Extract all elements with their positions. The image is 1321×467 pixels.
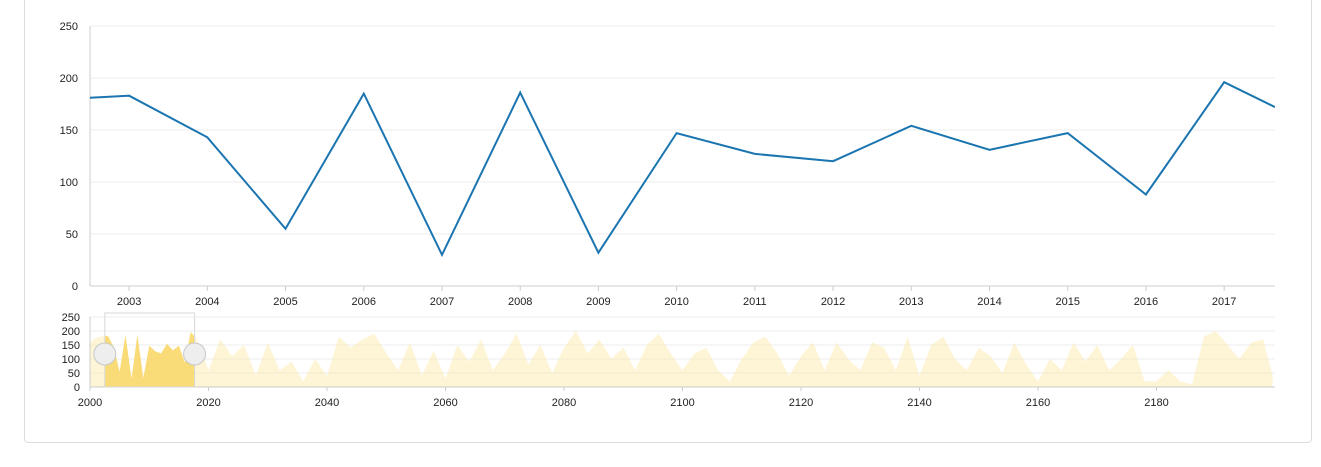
brush-selection[interactable] <box>104 312 196 388</box>
context-x-tick-label: 2040 <box>315 397 339 409</box>
x-tick-label: 2009 <box>586 296 610 308</box>
context-x-tick-label: 2060 <box>433 397 457 409</box>
context-x-tick-label: 2160 <box>1026 397 1050 409</box>
context-area-selected <box>104 332 195 387</box>
context-x-tick-label: 2140 <box>907 397 931 409</box>
brush-handle-right[interactable] <box>183 342 207 366</box>
context-y-tick-label: 0 <box>74 382 80 394</box>
x-tick-label: 2010 <box>664 296 688 308</box>
x-tick-label: 2005 <box>273 296 297 308</box>
y-tick-label: 200 <box>60 73 78 85</box>
chart-card: 0 50 100 150 200 250 2003 2004 2005 2006 2007 2008 2… <box>24 0 1312 443</box>
y-tick-label: 150 <box>60 125 78 137</box>
series-line <box>90 80 1275 258</box>
context-x-tick-label: 2020 <box>196 397 220 409</box>
x-tick-label: 2012 <box>821 296 845 308</box>
main-chart: 0 50 100 150 200 250 2003 2004 2005 2006 2007 2008 2… <box>60 21 1275 308</box>
y-tick-label: 50 <box>66 229 78 241</box>
context-x-tick-label: 2080 <box>552 397 576 409</box>
x-tick-label: 2011 <box>743 296 767 308</box>
x-tick-label: 2015 <box>1055 296 1079 308</box>
context-y-tick-label: 150 <box>62 340 80 352</box>
y-tick-label: 100 <box>60 177 78 189</box>
x-tick-label: 2017 <box>1212 296 1236 308</box>
context-chart: 0 50 100 150 200 250 2000 2020 2040 2060 2080 2100 2… <box>62 312 1275 409</box>
brush-handle-left[interactable] <box>93 342 117 366</box>
context-y-tick-label: 200 <box>62 326 80 338</box>
context-x-tick-label: 2100 <box>670 397 694 409</box>
context-y-tick-label: 100 <box>62 354 80 366</box>
context-x-tick-label: 2120 <box>789 397 813 409</box>
x-tick-label: 2014 <box>977 296 1001 308</box>
x-tick-label: 2003 <box>117 296 141 308</box>
context-y-tick-label: 250 <box>62 312 80 324</box>
context-y-tick-label: 50 <box>68 368 80 380</box>
x-tick-label: 2013 <box>899 296 923 308</box>
x-tick-label: 2004 <box>195 296 219 308</box>
context-x-tick-label: 2000 <box>78 397 102 409</box>
x-tick-label: 2006 <box>352 296 376 308</box>
x-tick-label: 2007 <box>430 296 454 308</box>
context-x-tick-label: 2180 <box>1144 397 1168 409</box>
y-tick-label: 0 <box>72 281 78 293</box>
context-area <box>90 331 1273 387</box>
y-tick-label: 250 <box>60 21 78 33</box>
x-tick-label: 2008 <box>508 296 532 308</box>
line-chart-with-brush: 0 50 100 150 200 250 2003 2004 2005 2006 2007 2008 2… <box>60 21 1275 409</box>
x-tick-label: 2016 <box>1134 296 1158 308</box>
